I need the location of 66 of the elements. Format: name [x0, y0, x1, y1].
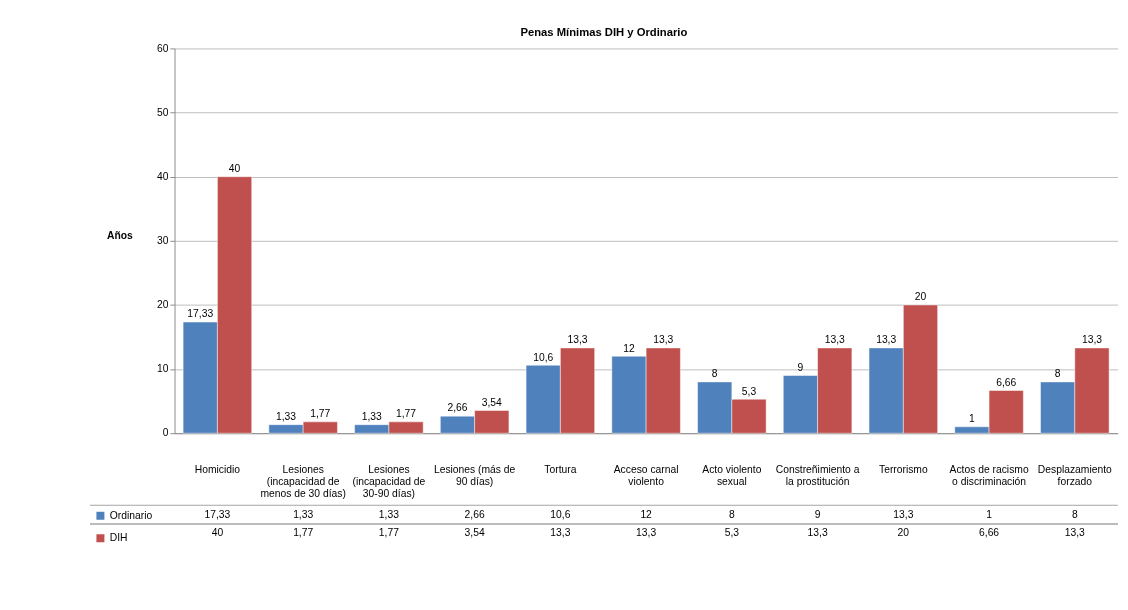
text: 1,33 — [275, 410, 297, 422]
x-tick-label: Acto violento sexual — [702, 463, 762, 487]
x-tick-label: Acceso carnal violento — [613, 463, 679, 487]
text: 40 — [228, 163, 241, 175]
y-tick-label: 40 — [156, 170, 169, 182]
text: 13,3 — [567, 334, 588, 346]
text: 1,33 — [361, 410, 382, 422]
text: 1,77 — [396, 408, 417, 420]
data-label: 12 — [640, 508, 653, 520]
data-label: 13,3 — [893, 508, 914, 520]
data-label: 10,6 — [550, 508, 571, 520]
x-tick-label: Homicidio — [194, 463, 241, 475]
text: 3,54 — [481, 396, 502, 408]
y-tick-label: 20 — [156, 299, 169, 311]
data-label: 1,77 — [378, 527, 400, 539]
data-label: 5,3 — [724, 527, 740, 539]
x-tick-label: Constreñimiento a la prostitución — [775, 463, 860, 487]
text: 13,3 — [1081, 334, 1102, 346]
text: 1,77 — [310, 408, 331, 420]
data-label: 1,33 — [378, 508, 400, 520]
text: 13,3 — [653, 334, 674, 346]
data-label: 13,3 — [807, 527, 828, 539]
y-tick-label: 10 — [156, 363, 169, 375]
data-label: 13,3 — [636, 527, 657, 539]
data-label: 8 — [1071, 508, 1078, 520]
data-label: 1,33 — [293, 508, 314, 520]
text: 8 — [1054, 368, 1061, 380]
y-tick-label: 50 — [156, 106, 169, 118]
y-tick-label: 0 — [162, 427, 169, 439]
data-label: 1,77 — [293, 527, 314, 539]
text: 10,6 — [533, 351, 554, 363]
y-axis-title: Años — [107, 230, 134, 242]
chart-title: Penas Mínimas DIH y Ordinario — [520, 26, 688, 39]
data-label: 13,3 — [1064, 527, 1086, 539]
text: 13,3 — [876, 334, 897, 346]
y-tick-label: 60 — [156, 42, 169, 54]
text: 5,3 — [741, 385, 757, 397]
data-label: 6,66 — [979, 527, 1000, 539]
x-tick-label: Lesiones (más de 90 días) — [433, 463, 516, 487]
x-tick-label: Desplazamiento forzado — [1037, 463, 1113, 487]
data-label: 3,54 — [464, 527, 485, 539]
data-label: 40 — [211, 527, 224, 539]
text: 9 — [797, 361, 804, 373]
x-tick-label: Terrorismo — [878, 463, 928, 475]
text: 8 — [711, 368, 718, 380]
text: 12 — [623, 342, 635, 354]
text: 20 — [914, 291, 927, 303]
data-label: 9 — [814, 508, 821, 520]
data-label: 13,3 — [550, 527, 571, 539]
x-tick-label: Lesiones (incapacidad de 30-90 días) — [352, 463, 426, 500]
x-tick-label: Actos de racismo o discriminación — [949, 463, 1029, 487]
text: 13,3 — [824, 334, 845, 346]
text: 1 — [969, 413, 975, 425]
data-label: 2,66 — [464, 508, 485, 520]
text: 2,66 — [447, 402, 468, 414]
legend-label: Ordinario — [109, 509, 153, 521]
text: 17,33 — [187, 308, 214, 320]
data-label: 20 — [897, 527, 910, 539]
legend-label: DIH — [109, 532, 128, 544]
x-tick-label: Tortura — [544, 463, 577, 475]
y-tick-label: 30 — [156, 235, 169, 247]
text: 6,66 — [996, 376, 1017, 388]
data-label: 17,33 — [204, 508, 231, 520]
data-label: 1 — [986, 508, 993, 520]
x-tick-label: Lesiones (incapacidad de menos de 30 días) — [260, 463, 346, 500]
data-label: 8 — [728, 508, 735, 520]
